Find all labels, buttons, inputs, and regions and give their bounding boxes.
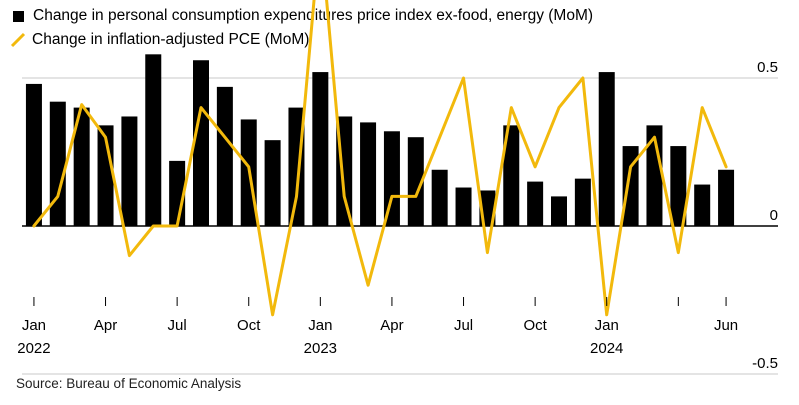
bar [407, 137, 424, 226]
x-tick-label: Jan [308, 317, 332, 334]
bar [383, 131, 400, 226]
bar [455, 187, 472, 226]
y-tick-label: -0.5 [752, 355, 778, 372]
bar [121, 116, 138, 226]
legend-bar-swatch [13, 10, 24, 22]
legend-line-label: Change in inflation-adjusted PCE (MoM) [32, 31, 310, 48]
x-tick-year: 2023 [304, 340, 337, 357]
bar [551, 196, 567, 226]
bar [73, 107, 90, 226]
x-tick-label: Jun [714, 317, 738, 334]
bar [718, 169, 735, 226]
bar [49, 101, 66, 226]
x-tick-year: 2022 [17, 340, 50, 357]
bar [193, 60, 209, 226]
bar [25, 83, 42, 226]
x-tick-label: Oct [237, 317, 261, 334]
bar [145, 54, 162, 226]
bar [527, 181, 544, 226]
y-tick-label: 0 [770, 207, 778, 224]
bar [216, 86, 233, 226]
x-tick-label: Jan [595, 317, 619, 334]
y-tick-label: 0.5 [757, 59, 778, 76]
bar [360, 122, 377, 226]
bar [598, 72, 615, 226]
x-tick-label: Oct [523, 317, 547, 334]
x-tick-label: Jul [454, 317, 473, 334]
x-tick-label: Jul [168, 317, 187, 334]
x-tick-label: Apr [94, 317, 117, 334]
bar [264, 140, 281, 226]
source-note: Source: Bureau of Economic Analysis [16, 376, 242, 391]
bar [503, 125, 520, 226]
x-tick-label: Apr [380, 317, 403, 334]
x-tick-year: 2024 [590, 340, 623, 357]
legend-item-real-pce: Change in inflation-adjusted PCE (MoM) [10, 28, 593, 52]
bar [431, 169, 448, 226]
bar [694, 184, 711, 226]
bar [622, 146, 639, 226]
bar [312, 72, 329, 226]
x-tick-label: Jan [22, 317, 46, 334]
series-line [32, 0, 728, 317]
bar [670, 146, 687, 226]
legend-line-swatch [10, 32, 26, 48]
bar [574, 178, 591, 226]
